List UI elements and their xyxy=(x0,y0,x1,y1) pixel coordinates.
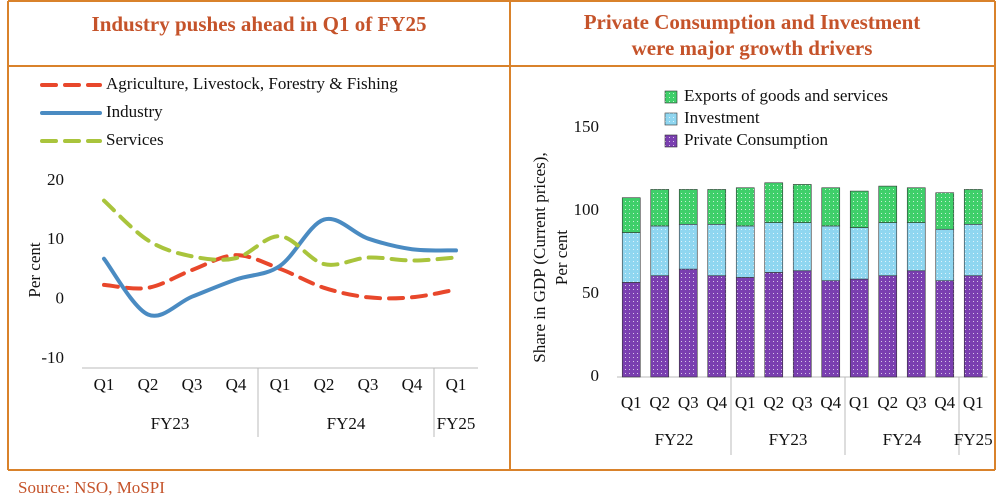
group-label: FY25 xyxy=(954,430,993,449)
group-label: FY24 xyxy=(883,430,922,449)
x-tick-label: Q1 xyxy=(735,393,756,412)
bar-segment xyxy=(935,192,955,230)
bar-segment xyxy=(878,275,898,378)
y-tick-label: 10 xyxy=(47,229,64,248)
bar-segment xyxy=(678,189,698,225)
bar-segment xyxy=(792,184,812,223)
bar-segment xyxy=(678,223,698,270)
bar-segment xyxy=(849,278,869,378)
x-tick-label: Q3 xyxy=(678,393,699,412)
bar-segment xyxy=(650,225,670,277)
legend-label: Exports of goods and services xyxy=(684,86,888,105)
legend-swatch xyxy=(664,112,678,126)
legend-swatch xyxy=(664,90,678,104)
y-tick-label: -10 xyxy=(41,348,64,367)
legend-label: Industry xyxy=(106,102,163,121)
series-line xyxy=(102,198,458,267)
right-title: were major growth drivers xyxy=(632,36,873,60)
x-tick-label: Q1 xyxy=(849,393,870,412)
x-tick-label: Q4 xyxy=(820,393,841,412)
bar-segment xyxy=(963,275,983,378)
bar-segment xyxy=(621,232,641,283)
y-tick-label: 20 xyxy=(47,170,64,189)
group-label: FY23 xyxy=(769,430,808,449)
y-axis-label: Share in GDP (Current prices), xyxy=(530,152,549,362)
group-label: FY22 xyxy=(655,430,694,449)
bar-segment xyxy=(935,280,955,378)
y-axis-label: Per cent xyxy=(552,230,571,286)
x-tick-label: Q4 xyxy=(226,375,247,394)
x-tick-label: Q2 xyxy=(138,375,159,394)
bar-segment xyxy=(650,189,670,227)
legend-swatch xyxy=(664,134,678,148)
bar-segment xyxy=(821,187,841,227)
bar-segment xyxy=(764,272,784,378)
bar-segment xyxy=(735,277,755,378)
y-tick-label: 100 xyxy=(574,200,600,219)
bar-segment xyxy=(849,190,869,228)
bar-segment xyxy=(935,228,955,282)
group-label: FY24 xyxy=(327,414,366,433)
group-label: FY25 xyxy=(437,414,476,433)
bar-segment xyxy=(821,280,841,378)
bar-segment xyxy=(792,270,812,378)
x-tick-label: Q4 xyxy=(934,393,955,412)
series-line xyxy=(102,216,458,318)
bar-segment xyxy=(792,222,812,272)
right-title: Private Consumption and Investment xyxy=(584,10,921,34)
x-tick-label: Q3 xyxy=(358,375,379,394)
bar-segment xyxy=(906,222,926,272)
x-tick-label: Q1 xyxy=(270,375,291,394)
x-tick-label: Q2 xyxy=(877,393,898,412)
bar-segment xyxy=(963,223,983,277)
bar-segment xyxy=(735,225,755,278)
x-tick-label: Q4 xyxy=(706,393,727,412)
group-label: FY23 xyxy=(151,414,190,433)
bar-segment xyxy=(650,275,670,378)
source: Source: NSO, MoSPI xyxy=(18,478,165,497)
x-tick-label: Q3 xyxy=(906,393,927,412)
y-tick-label: 0 xyxy=(56,289,65,308)
bar-segment xyxy=(707,275,727,378)
x-tick-label: Q3 xyxy=(182,375,203,394)
x-tick-label: Q1 xyxy=(621,393,642,412)
bar-segment xyxy=(878,222,898,277)
y-axis-label: Per cent xyxy=(25,242,44,298)
bar-segment xyxy=(621,197,641,233)
bar-segment xyxy=(906,270,926,378)
legend-label: Investment xyxy=(684,108,760,127)
bar-segment xyxy=(764,222,784,273)
x-tick-label: Q1 xyxy=(446,375,467,394)
x-tick-label: Q2 xyxy=(763,393,784,412)
y-tick-label: 50 xyxy=(582,283,599,302)
bar-segment xyxy=(963,189,983,225)
bar-segment xyxy=(707,223,727,277)
bar-segment xyxy=(678,268,698,378)
x-tick-label: Q1 xyxy=(94,375,115,394)
frame xyxy=(7,0,996,471)
legend-label: Agriculture, Livestock, Forestry & Fishi… xyxy=(106,74,398,93)
bar-segment xyxy=(707,189,727,225)
legend-label: Services xyxy=(106,130,164,149)
y-tick-label: 0 xyxy=(591,366,600,385)
bar-segment xyxy=(849,227,869,280)
bar-segment xyxy=(621,282,641,378)
left-title: Industry pushes ahead in Q1 of FY25 xyxy=(92,12,427,36)
bar-segment xyxy=(821,225,841,282)
x-tick-label: Q1 xyxy=(963,393,984,412)
legend-label: Private Consumption xyxy=(684,130,829,149)
x-tick-label: Q4 xyxy=(402,375,423,394)
bar-segment xyxy=(906,187,926,223)
y-tick-label: 150 xyxy=(574,117,600,136)
bar-segment xyxy=(764,182,784,223)
x-tick-label: Q2 xyxy=(314,375,335,394)
bar-segment xyxy=(735,187,755,227)
bar-segment xyxy=(878,185,898,223)
x-tick-label: Q3 xyxy=(792,393,813,412)
series-line xyxy=(102,253,458,301)
x-tick-label: Q2 xyxy=(649,393,670,412)
